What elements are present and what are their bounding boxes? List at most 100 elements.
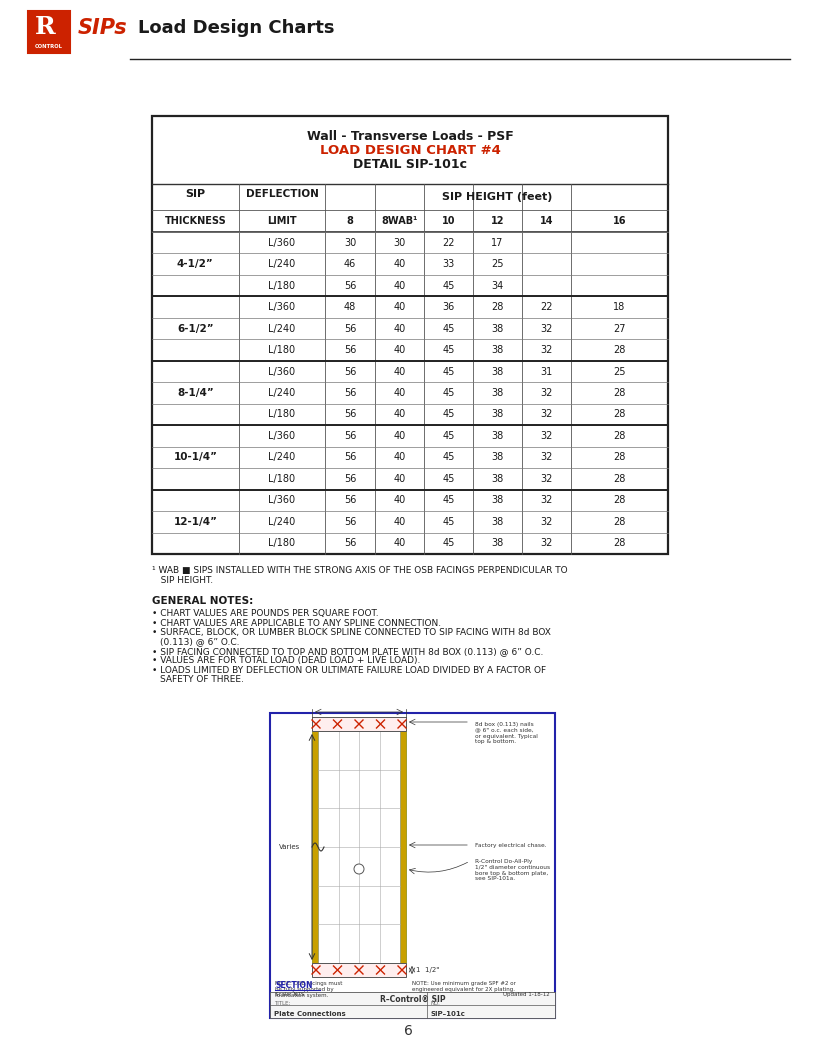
Text: 56: 56 — [344, 516, 357, 527]
Text: 6-1/2”: 6-1/2” — [177, 323, 214, 334]
Text: 45: 45 — [442, 539, 455, 548]
Text: L/240: L/240 — [268, 452, 295, 463]
Circle shape — [354, 864, 364, 874]
Text: Wall - Transverse Loads - PSF: Wall - Transverse Loads - PSF — [307, 130, 513, 143]
Text: 28: 28 — [614, 345, 626, 355]
Text: R-Control Do-All-Ply
1/2" diameter continuous
bore top & bottom plate,
see SIP-1: R-Control Do-All-Ply 1/2" diameter conti… — [475, 859, 550, 882]
Text: NOTE: Use minimum grade SPF #2 or
engineered equivalent for 2X plating.: NOTE: Use minimum grade SPF #2 or engine… — [412, 981, 516, 992]
Text: 30: 30 — [393, 238, 406, 248]
Text: 22: 22 — [442, 238, 455, 248]
Text: 8d box (0.113) nails
@ 6" o.c. each side,
or equivalent. Typical
top & bottom.: 8d box (0.113) nails @ 6" o.c. each side… — [475, 722, 538, 744]
Text: 40: 40 — [393, 302, 406, 313]
Text: 38: 38 — [491, 516, 503, 527]
Text: • CHART VALUES ARE APPLICABLE TO ANY SPLINE CONNECTION.: • CHART VALUES ARE APPLICABLE TO ANY SPL… — [152, 619, 441, 627]
Text: SIP HEIGHT.: SIP HEIGHT. — [152, 576, 213, 585]
Text: 40: 40 — [393, 474, 406, 484]
Text: 32: 32 — [540, 410, 552, 419]
Bar — [270, 713, 555, 1018]
Text: 38: 38 — [491, 345, 503, 355]
Text: 45: 45 — [442, 452, 455, 463]
Text: 10-1/4”: 10-1/4” — [173, 452, 217, 463]
Text: 56: 56 — [344, 431, 357, 441]
Text: 56: 56 — [344, 281, 357, 290]
Text: 40: 40 — [393, 366, 406, 377]
Text: 32: 32 — [540, 452, 552, 463]
Text: 46: 46 — [344, 259, 357, 269]
Text: 28: 28 — [614, 388, 626, 398]
Bar — [270, 993, 555, 1005]
Text: THICKNESS: THICKNESS — [165, 216, 226, 226]
Text: 38: 38 — [491, 388, 503, 398]
Text: 45: 45 — [442, 495, 455, 506]
Text: 38: 38 — [491, 410, 503, 419]
Bar — [400, 731, 406, 963]
Text: 38: 38 — [491, 323, 503, 334]
Text: SIPs: SIPs — [78, 18, 127, 38]
Text: 45: 45 — [442, 323, 455, 334]
Text: 32: 32 — [540, 539, 552, 548]
Text: 25: 25 — [614, 366, 626, 377]
Text: 14: 14 — [539, 216, 553, 226]
Text: DETAIL SIP-101c: DETAIL SIP-101c — [353, 158, 467, 171]
Text: 32: 32 — [540, 345, 552, 355]
Text: 27: 27 — [614, 323, 626, 334]
Text: 6: 6 — [404, 1024, 412, 1038]
Text: 12-1/4”: 12-1/4” — [173, 516, 217, 527]
Text: 28: 28 — [614, 495, 626, 506]
Text: 38: 38 — [491, 366, 503, 377]
Text: DEFLECTION: DEFLECTION — [246, 189, 318, 199]
Text: 10: 10 — [441, 216, 455, 226]
Text: L/180: L/180 — [268, 474, 295, 484]
Text: 32: 32 — [540, 323, 552, 334]
Text: 4-1/2”: 4-1/2” — [177, 259, 214, 269]
Text: 45: 45 — [442, 388, 455, 398]
Text: (0.113) @ 6” O.C.: (0.113) @ 6” O.C. — [160, 638, 240, 646]
Text: L/360: L/360 — [268, 495, 295, 506]
Text: NO.: NO. — [431, 1001, 441, 1006]
Text: 40: 40 — [393, 495, 406, 506]
Text: 8WAB¹: 8WAB¹ — [381, 216, 418, 226]
Text: TITLE:: TITLE: — [274, 1001, 290, 1006]
Text: 12: 12 — [490, 216, 504, 226]
Text: 38: 38 — [491, 452, 503, 463]
Text: 45: 45 — [442, 281, 455, 290]
Text: Varies: Varies — [279, 844, 300, 850]
Text: L/240: L/240 — [268, 259, 295, 269]
Bar — [312, 731, 318, 963]
Text: 40: 40 — [393, 345, 406, 355]
Text: CONTROL: CONTROL — [35, 44, 63, 50]
Text: SAFETY OF THREE.: SAFETY OF THREE. — [160, 676, 244, 684]
Text: R–Control® SIP: R–Control® SIP — [379, 995, 446, 1004]
Text: 40: 40 — [393, 452, 406, 463]
Bar — [28, 11, 70, 53]
Text: 32: 32 — [540, 388, 552, 398]
Text: Load Design Charts: Load Design Charts — [138, 19, 335, 37]
Text: 32: 32 — [540, 474, 552, 484]
Text: Factory electrical chase.: Factory electrical chase. — [475, 843, 547, 848]
Text: L/180: L/180 — [268, 281, 295, 290]
Text: 56: 56 — [344, 388, 357, 398]
Text: 56: 56 — [344, 452, 357, 463]
Text: SECTION: SECTION — [275, 981, 313, 991]
Text: L/240: L/240 — [268, 516, 295, 527]
Text: 40: 40 — [393, 539, 406, 548]
Text: R: R — [35, 15, 56, 39]
Bar — [152, 116, 668, 554]
Text: NOTE: OSB facings must
be fully supported by
foundation system.: NOTE: OSB facings must be fully supporte… — [275, 981, 343, 998]
Text: 30: 30 — [344, 238, 357, 248]
Text: Plate Connections: Plate Connections — [274, 1011, 346, 1017]
Text: • SURFACE, BLOCK, OR LUMBER BLOCK SPLINE CONNECTED TO SIP FACING WITH 8d BOX: • SURFACE, BLOCK, OR LUMBER BLOCK SPLINE… — [152, 628, 551, 637]
Text: 32: 32 — [540, 431, 552, 441]
Text: 40: 40 — [393, 323, 406, 334]
Text: 45: 45 — [442, 431, 455, 441]
Text: 56: 56 — [344, 495, 357, 506]
Text: 45: 45 — [442, 516, 455, 527]
Text: L/360: L/360 — [268, 302, 295, 313]
Text: SIP–101c: SIP–101c — [431, 1011, 466, 1017]
Text: 28: 28 — [614, 431, 626, 441]
Bar — [312, 963, 406, 977]
Text: 56: 56 — [344, 539, 357, 548]
Text: L/240: L/240 — [268, 388, 295, 398]
Text: L/180: L/180 — [268, 345, 295, 355]
Text: L/240: L/240 — [268, 323, 295, 334]
